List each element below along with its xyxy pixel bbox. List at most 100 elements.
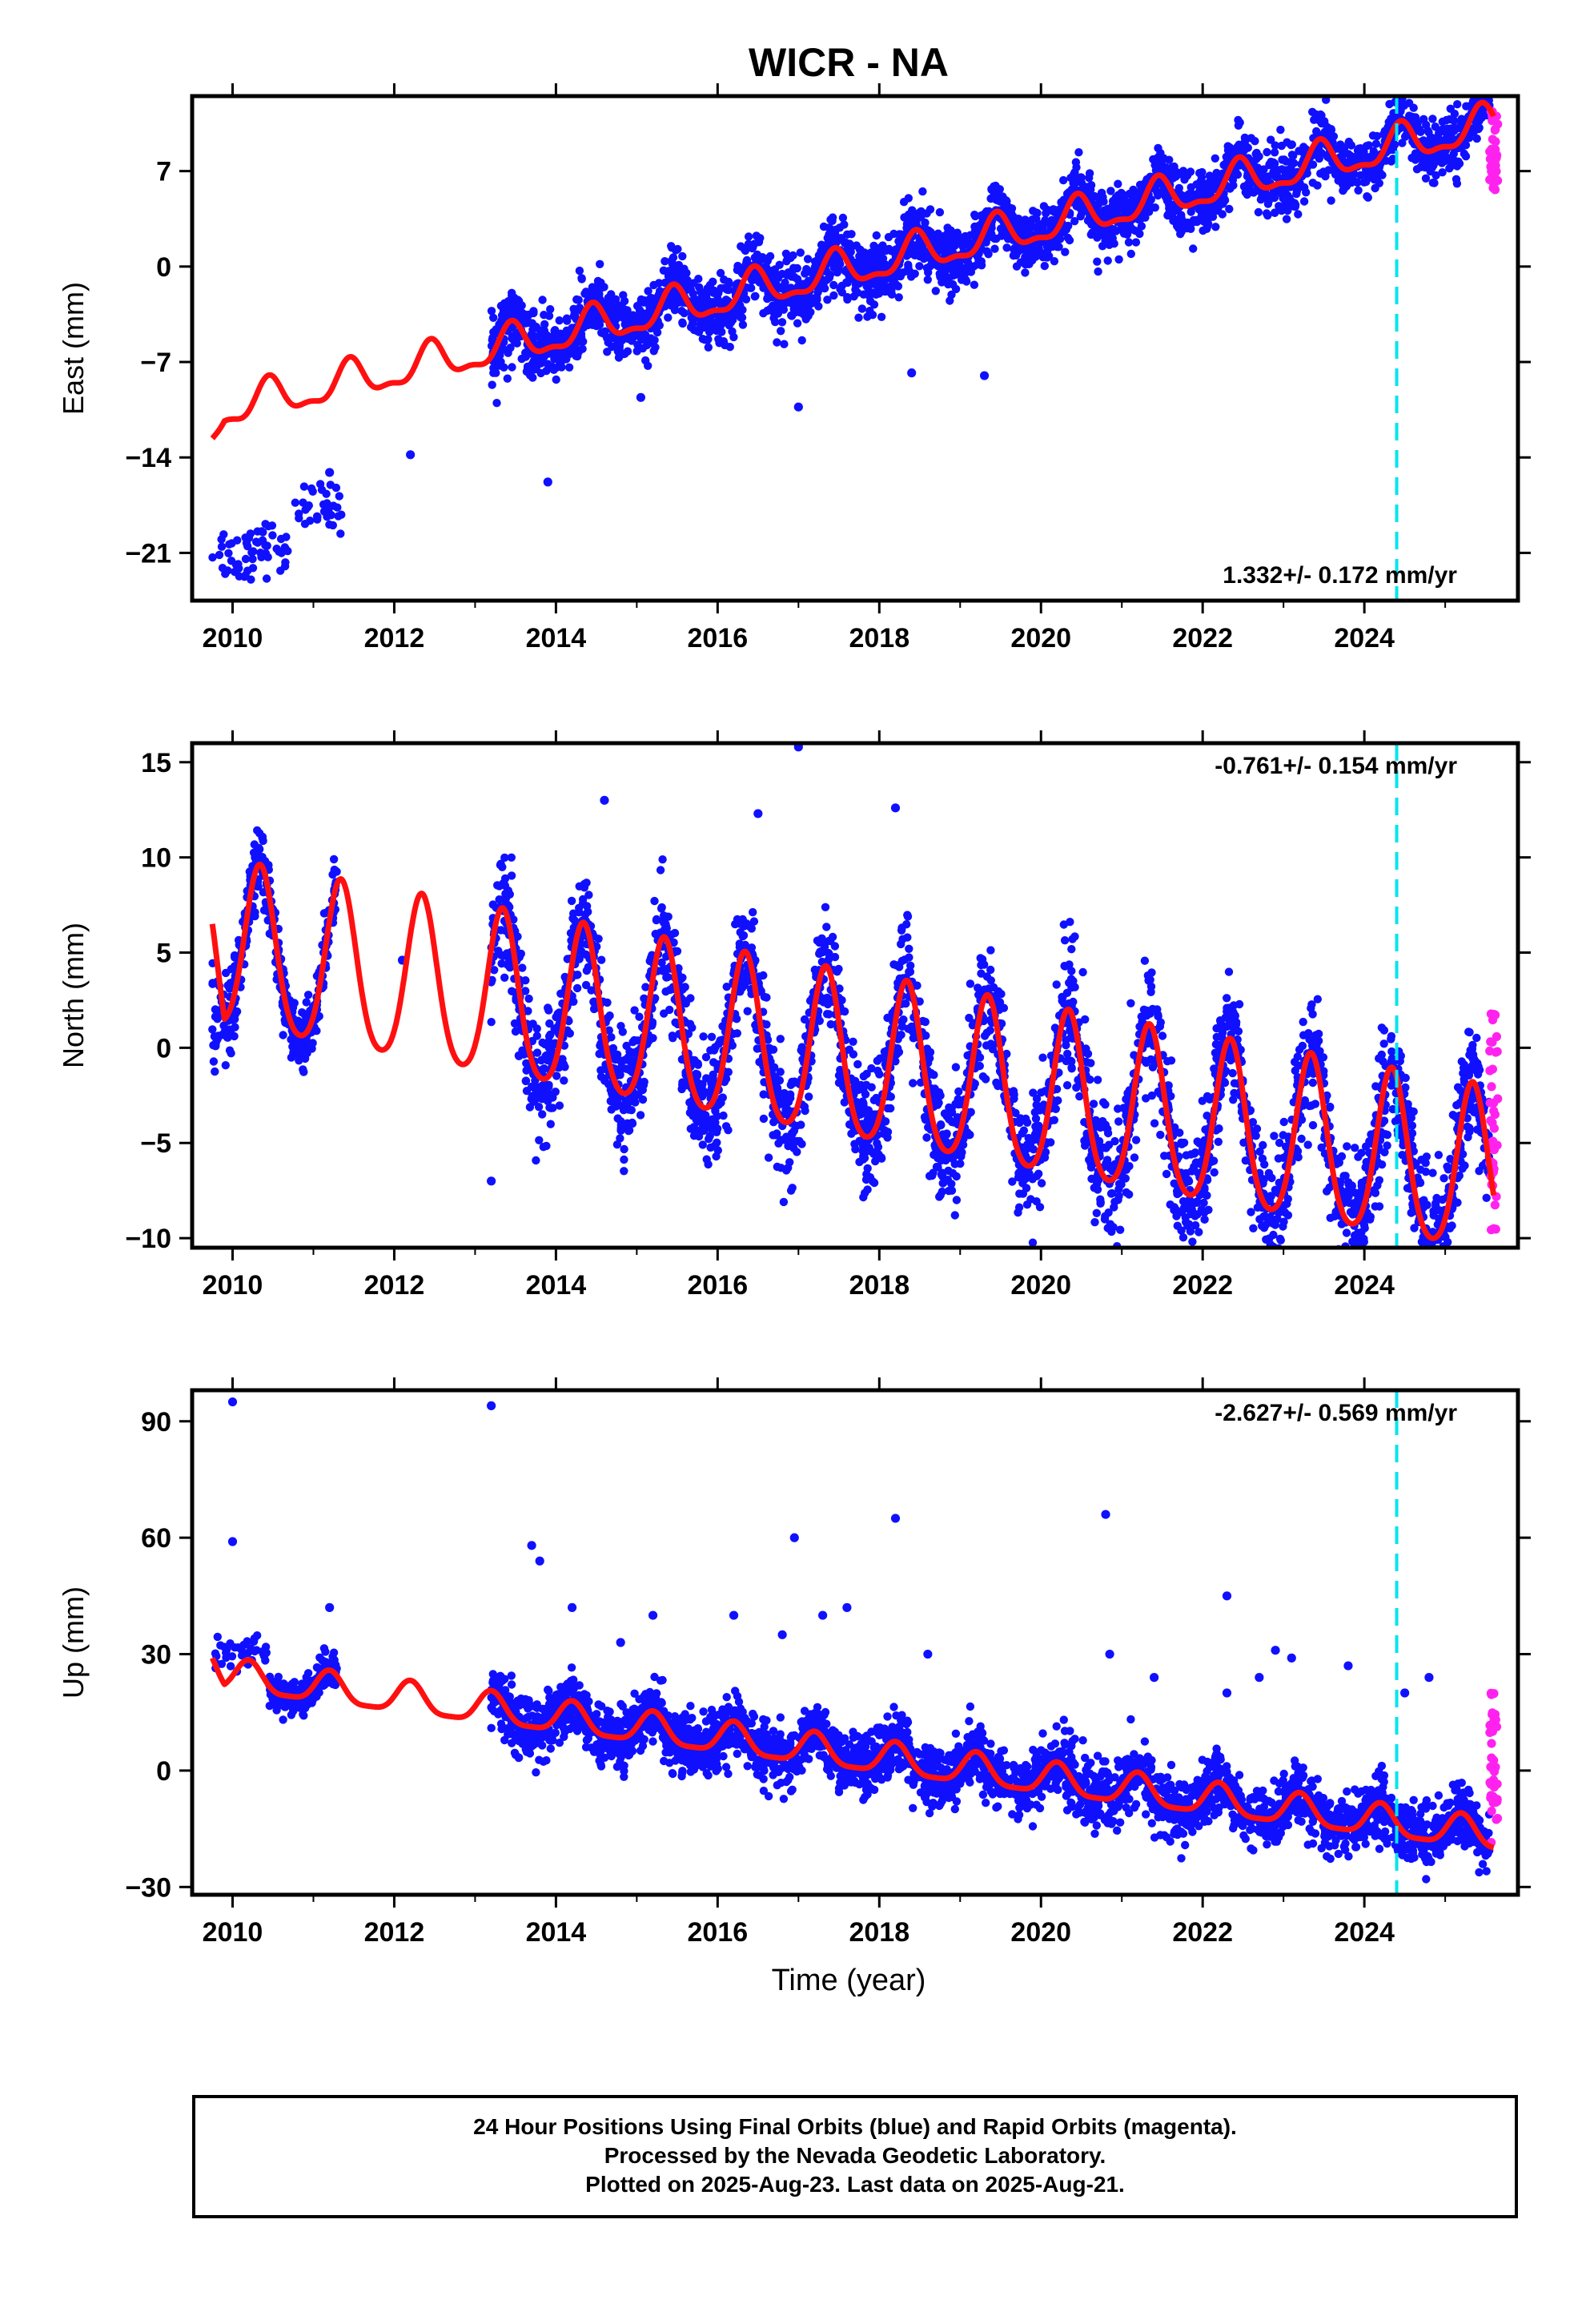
final-orbit-point [650,336,659,344]
final-orbit-point [896,232,905,241]
final-orbit-point [1363,193,1373,202]
final-orbit-point [1093,1076,1102,1084]
final-orbit-point [1310,115,1319,124]
final-orbit-point [1313,181,1322,190]
panels-group: 2010 2012 2014 2016 2018 2020 2022 2024−21−14−7… [57,70,1531,1948]
final-orbit-point [1482,1193,1491,1203]
final-orbit-point [678,251,687,261]
final-orbit-point [560,1076,568,1085]
final-orbit-point [781,278,789,287]
final-orbit-point [489,368,498,377]
final-orbit-point [1039,202,1049,211]
final-orbit-point [1317,111,1326,120]
final-orbit-point [500,853,509,862]
final-orbit-point [1428,179,1438,187]
final-orbit-point [1021,215,1030,224]
final-orbit-point [1277,141,1287,151]
final-orbit-point [1196,213,1206,222]
final-orbit-point [724,277,733,287]
final-orbit-point [1094,267,1102,276]
final-orbit-point [1067,185,1077,194]
final-orbits-segment-0 [208,529,257,584]
final-orbit-point [492,399,501,408]
final-orbit-point [1083,216,1093,225]
final-orbit-point [620,311,629,320]
final-orbit-point [512,328,520,337]
final-orbits-segment-2 [291,480,346,538]
final-orbit-point [823,296,832,304]
final-orbit-point [329,854,339,864]
final-orbit-point [601,301,611,310]
final-orbit-point [615,341,624,350]
rapid-orbit-point [1485,175,1495,184]
final-orbit-point [995,197,1005,206]
final-orbit-point [1426,167,1435,176]
final-orbit-point [1192,180,1201,189]
final-orbit-point [1478,70,1486,78]
final-orbit-point [613,313,622,322]
final-orbit-point [819,222,829,231]
final-orbit-point [1137,222,1146,231]
final-orbit-point [716,320,725,330]
final-orbit-point [650,896,659,906]
final-orbit-point [802,297,811,307]
final-orbit-point [863,312,872,321]
rapid-orbit-point [1490,125,1500,135]
final-orbit-point [1074,148,1083,157]
final-orbit-point [1329,132,1339,141]
final-orbit-point [926,262,934,271]
final-orbits-segment-1 [248,520,292,583]
final-orbit-point [1094,231,1103,241]
final-orbit-point [950,241,959,250]
final-orbit-point [789,266,797,275]
final-orbit-point [705,280,715,290]
final-orbit-point [546,305,555,314]
final-orbit-point [1273,172,1283,181]
final-orbit-point [307,484,316,493]
final-orbit-point [915,262,924,271]
final-orbit-point [581,287,591,296]
final-orbit-point [709,288,718,297]
final-orbit-point [1387,157,1396,166]
final-orbit-point [1432,1265,1440,1273]
final-orbit-point [1021,268,1030,277]
final-orbit-point [1351,1144,1359,1152]
final-orbit-point [1164,210,1173,219]
final-orbit-point [946,232,955,241]
final-orbit-point [327,511,335,520]
final-orbit-point [1177,191,1186,199]
final-orbit-point [608,302,617,312]
final-orbit-point [1065,235,1074,245]
final-orbit-point [597,328,606,337]
final-orbit-point [299,482,309,491]
x-tick-label: 2010 [203,623,263,653]
final-orbit-point [1038,253,1048,262]
final-orbit-point [567,896,576,906]
final-orbit-point [787,312,797,320]
final-orbit-point [1480,84,1488,92]
final-orbit-point [937,239,946,248]
final-orbit-point [1154,163,1162,172]
final-orbit-point [506,344,515,352]
final-orbit-point [665,270,673,279]
final-orbit-point [756,234,765,243]
x-tick-label: 2022 [1172,623,1233,653]
final-orbit-point [944,263,953,272]
final-orbit-point [510,337,519,346]
final-orbit-point [1308,1120,1318,1130]
final-orbit-point [1247,187,1256,196]
final-orbit-point [1228,175,1238,184]
final-orbit-point [1130,1153,1139,1162]
final-orbit-point [931,287,941,296]
final-orbit-point [853,288,862,297]
final-orbit-point [789,251,797,260]
final-orbit-point [922,1133,931,1142]
final-orbit-point [1002,196,1010,205]
final-orbit-point [1219,160,1228,170]
final-orbit-point [857,304,867,313]
final-orbit-point [1120,196,1129,205]
final-orbit-point [315,480,325,489]
final-orbit-point [508,363,516,372]
final-orbit-point [815,284,824,293]
final-orbit-point [1010,243,1019,253]
